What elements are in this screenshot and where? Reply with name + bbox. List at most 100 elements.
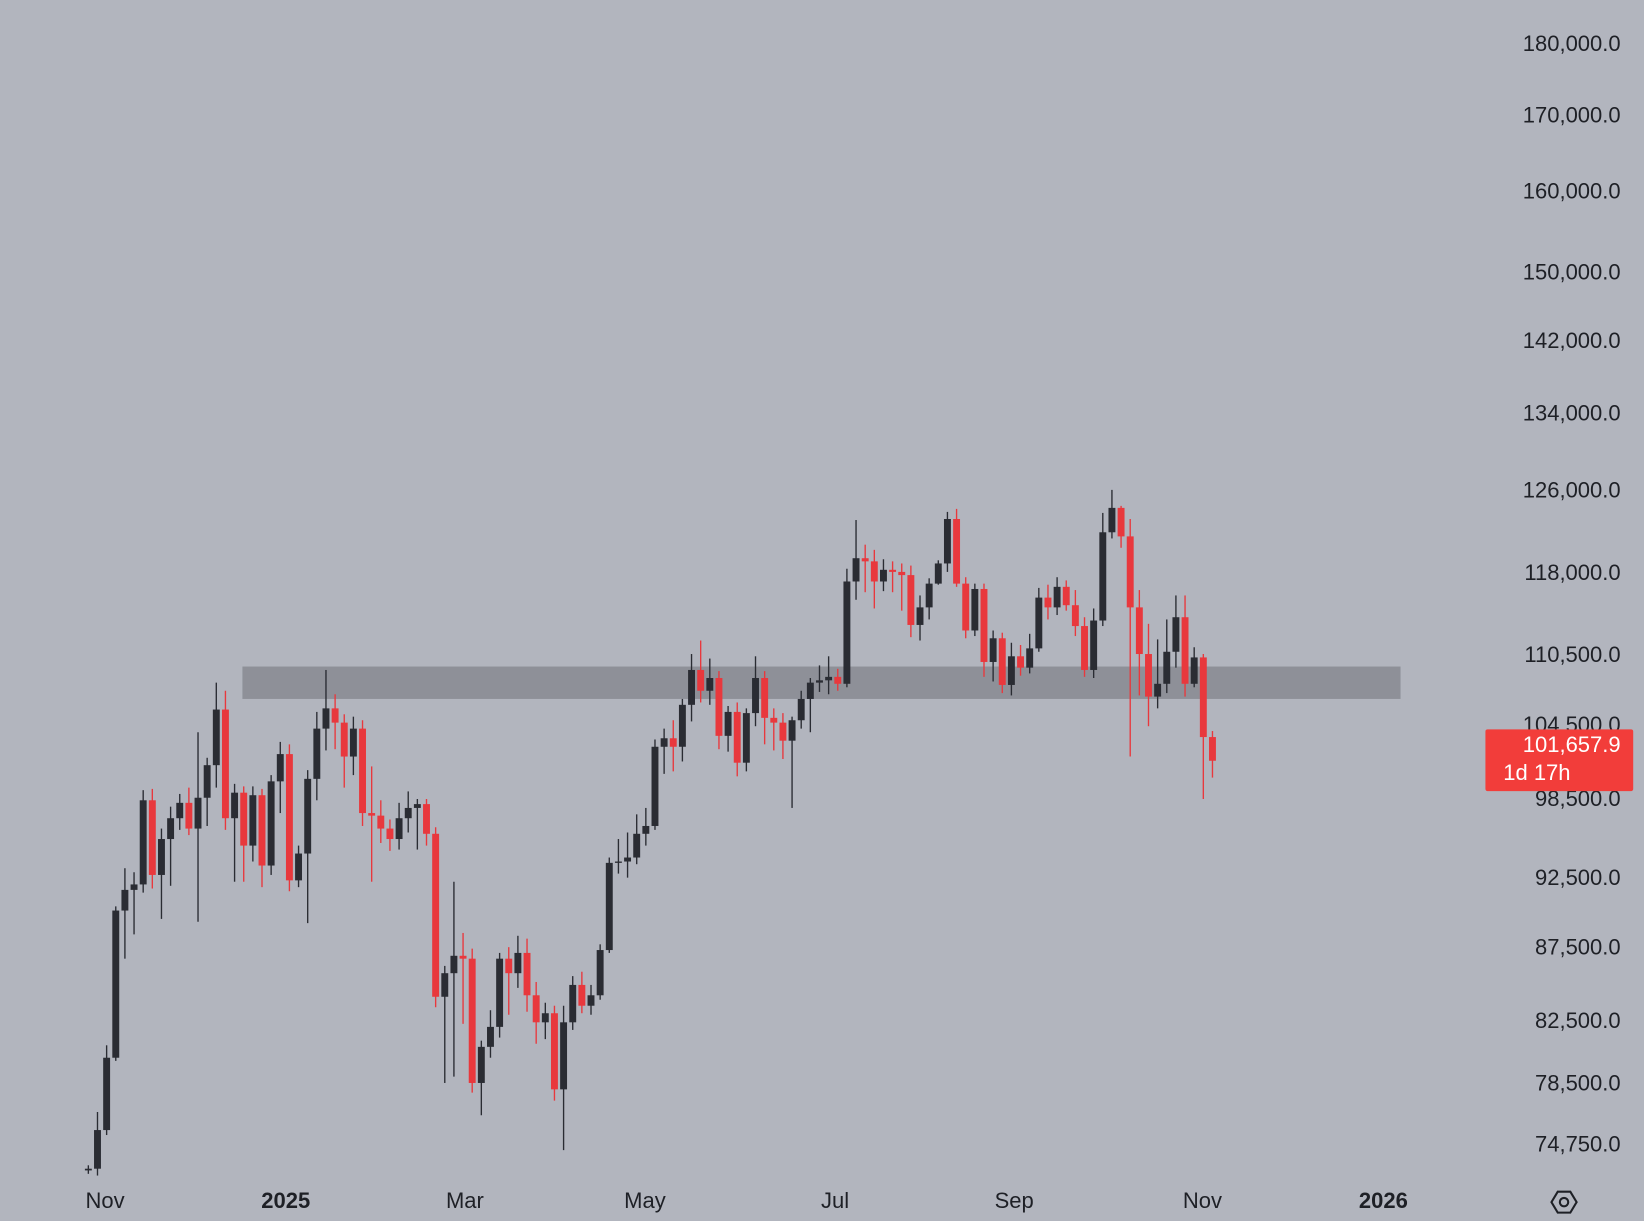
candle-body [825, 676, 833, 681]
candle-body [1209, 737, 1216, 761]
candle-body [1035, 597, 1043, 649]
y-tick-label: 142,000.0 [1523, 328, 1621, 353]
candle-body [998, 638, 1006, 685]
candle-body [715, 678, 723, 736]
candle-body [605, 862, 613, 951]
candle-body [1108, 507, 1116, 533]
candle-body [907, 575, 915, 625]
candle-body [112, 910, 120, 1058]
candle-body [359, 728, 366, 814]
candle-body [1199, 657, 1207, 738]
candle-body [221, 709, 229, 819]
candle-body [770, 717, 778, 723]
candle-body [404, 807, 412, 819]
last-price-label: 101,657.9 [1523, 732, 1621, 757]
candle-body [121, 889, 129, 911]
candle-body [432, 833, 440, 997]
candle-body [1172, 617, 1180, 652]
candle-body [285, 754, 293, 881]
y-tick-label: 110,500.0 [1524, 642, 1620, 667]
candle-body [870, 561, 878, 582]
candle-body [477, 1046, 485, 1083]
candle-body [176, 802, 184, 819]
candle-body [816, 680, 823, 683]
candle-body [1145, 654, 1152, 697]
last-price-box [1485, 729, 1634, 792]
candle-body [587, 995, 595, 1006]
price-zone [242, 666, 1401, 699]
candle-body [916, 607, 924, 625]
candle-body [349, 728, 357, 757]
candle-body [578, 984, 586, 1006]
candle-body [898, 571, 906, 576]
y-tick-label: 134,000.0 [1523, 401, 1621, 426]
candle-body [1026, 648, 1034, 668]
candle-body [496, 958, 504, 1027]
candle-body [861, 558, 869, 562]
candle-body [377, 815, 385, 829]
candle-body [1181, 617, 1189, 684]
candle-body [596, 950, 604, 996]
candle-body [788, 720, 796, 741]
candle-body [130, 884, 138, 890]
x-tick-label: Nov [86, 1188, 125, 1213]
candle-body [806, 682, 814, 699]
candle-body [267, 781, 275, 866]
candle-body [669, 738, 677, 747]
y-tick-label: 92,500.0 [1535, 865, 1621, 890]
candle-body [1163, 651, 1171, 684]
candle-body [487, 1026, 494, 1047]
candle-body [185, 802, 193, 829]
candle-body [1117, 507, 1125, 537]
candle-body [934, 563, 942, 584]
candle-body [313, 728, 321, 779]
candle-body [139, 800, 147, 885]
candle-body [158, 839, 165, 875]
candle-body [989, 638, 997, 662]
candle-body [395, 818, 403, 840]
y-tick-label: 82,500.0 [1535, 1008, 1621, 1033]
candle-body [212, 709, 220, 766]
candle-body [752, 678, 759, 714]
candle-body [231, 792, 239, 819]
candle-body [505, 958, 513, 974]
candle-body [240, 792, 248, 846]
candle-body [103, 1057, 111, 1131]
candle-body [697, 669, 705, 691]
candle-body [761, 678, 769, 718]
candle-body [423, 804, 430, 834]
candle-body [514, 952, 522, 974]
x-tick-label: Sep [995, 1188, 1034, 1213]
candle-body [1190, 657, 1198, 684]
candle-body [880, 569, 887, 582]
y-tick-label: 180,000.0 [1523, 31, 1621, 56]
candle-body [642, 825, 650, 834]
x-tick-label: 2026 [1359, 1188, 1408, 1213]
candle-body [1044, 597, 1052, 608]
candle-body [733, 711, 741, 763]
candle-body [532, 995, 540, 1023]
candle-body [295, 853, 303, 881]
y-tick-label: 118,000.0 [1524, 560, 1620, 585]
candle-body [1081, 626, 1088, 670]
candle-body [1062, 586, 1070, 606]
candle-body [624, 857, 632, 862]
candle-body [1007, 656, 1015, 685]
candle-body [1154, 683, 1162, 697]
countdown-label: 1d 17h [1503, 760, 1570, 785]
candle-body [953, 519, 961, 584]
candle-body [249, 795, 257, 846]
candle-body [943, 519, 951, 564]
candle-body [276, 754, 284, 782]
y-tick-label: 170,000.0 [1523, 103, 1621, 128]
candle-body [560, 1022, 568, 1090]
y-tick-label: 87,500.0 [1535, 934, 1621, 959]
candle-body [724, 711, 732, 736]
candle-body [852, 558, 860, 582]
candle-body [678, 704, 686, 747]
candle-body [1017, 656, 1025, 668]
settings-icon[interactable] [1550, 1190, 1578, 1214]
y-tick-label: 150,000.0 [1523, 259, 1621, 284]
